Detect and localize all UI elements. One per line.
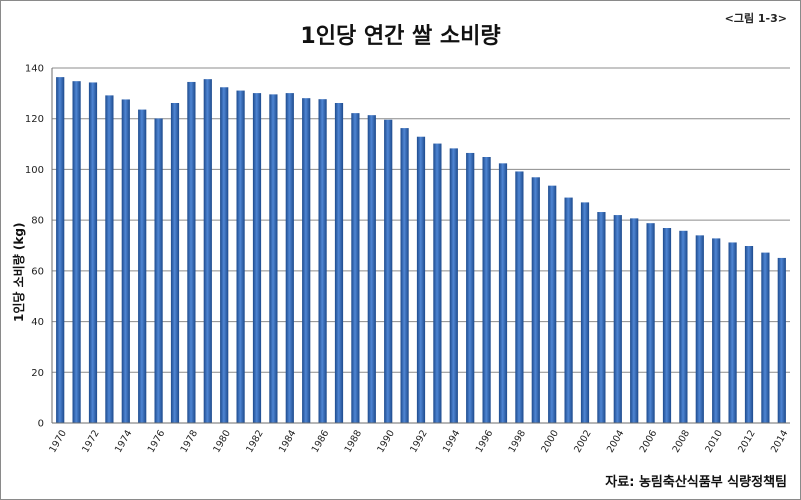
y-tick-label: 100 xyxy=(25,165,44,176)
bar xyxy=(121,99,130,423)
bar xyxy=(351,113,360,423)
y-tick-label: 120 xyxy=(25,114,44,125)
bar xyxy=(334,102,344,423)
bar xyxy=(466,152,475,424)
x-tick-label: 2000 xyxy=(539,428,561,454)
x-tick-label: 1998 xyxy=(507,428,529,454)
bar xyxy=(269,94,278,423)
bar xyxy=(302,98,311,424)
bar xyxy=(187,81,196,424)
bar xyxy=(564,197,573,423)
bar xyxy=(482,157,491,423)
bar xyxy=(72,81,81,423)
y-tick-label: 140 xyxy=(25,64,44,75)
x-tick-label: 1972 xyxy=(80,428,102,454)
bars xyxy=(56,77,786,424)
bar xyxy=(138,109,147,423)
y-tick-labels: 0 20 40 60 80 100 120 140 xyxy=(25,64,44,430)
bar xyxy=(252,93,262,423)
bar xyxy=(761,252,770,423)
bar xyxy=(613,215,622,423)
x-tick-label: 1974 xyxy=(113,428,135,454)
x-tick-label: 1976 xyxy=(146,428,168,454)
source-note: 자료: 농림축산식품부 식량정책팀 xyxy=(605,475,787,490)
chart-title: 1인당 연간 쌀 소비량 xyxy=(300,24,501,49)
bar xyxy=(220,87,229,424)
figure-label: <그림 1-3> xyxy=(724,12,787,25)
x-tick-label: 2008 xyxy=(671,428,693,454)
y-tick-label: 60 xyxy=(31,266,44,277)
bar xyxy=(105,95,114,423)
x-tick-label: 1990 xyxy=(375,428,397,454)
x-tick-label: 2006 xyxy=(638,428,660,454)
bar xyxy=(367,115,376,424)
bar xyxy=(580,202,590,423)
x-tick-label: 1978 xyxy=(179,428,201,454)
x-tick-label: 1984 xyxy=(277,428,299,454)
bar xyxy=(777,257,786,423)
bar xyxy=(203,79,212,424)
x-tick-label: 1994 xyxy=(441,428,463,454)
bar xyxy=(515,171,524,423)
bar xyxy=(400,128,409,423)
bar xyxy=(170,102,180,423)
bar xyxy=(88,82,98,423)
x-tick-label: 1992 xyxy=(408,428,430,454)
bar xyxy=(154,118,163,423)
bar xyxy=(695,235,704,423)
bar xyxy=(318,99,327,424)
bar xyxy=(646,223,655,423)
x-tick-label: 2010 xyxy=(703,428,725,454)
y-tick-label: 20 xyxy=(31,368,44,379)
y-tick-label: 40 xyxy=(31,317,44,328)
bar xyxy=(531,177,540,423)
bar xyxy=(236,90,245,423)
bar xyxy=(548,185,557,423)
bar xyxy=(728,242,737,423)
bar xyxy=(630,218,639,423)
bar xyxy=(433,143,442,424)
bar xyxy=(712,238,721,423)
axes xyxy=(51,68,790,424)
x-tick-label: 2004 xyxy=(605,428,627,454)
x-tick-label: 2014 xyxy=(769,428,791,454)
bar xyxy=(285,93,294,423)
bar xyxy=(384,119,393,423)
bar xyxy=(662,228,672,423)
bar xyxy=(679,230,688,423)
bar xyxy=(449,148,458,423)
x-tick-label: 1970 xyxy=(47,428,69,454)
bar xyxy=(744,246,754,423)
x-tick-labels: 1970 1972 1974 1976 1978 1980 1982 1984 1986 1988… xyxy=(47,428,790,454)
bar xyxy=(416,136,426,424)
x-tick-label: 1986 xyxy=(310,428,332,454)
y-tick-label: 0 xyxy=(38,419,44,430)
bar xyxy=(597,212,606,423)
x-tick-label: 1982 xyxy=(244,428,266,454)
x-tick-label: 2002 xyxy=(572,428,594,454)
x-tick-label: 1996 xyxy=(474,428,496,454)
bar xyxy=(498,163,508,424)
x-tick-label: 1988 xyxy=(343,428,365,454)
x-tick-label: 1980 xyxy=(211,428,233,454)
x-tick-label: 2012 xyxy=(736,428,758,454)
bar xyxy=(56,77,65,423)
y-tick-label: 80 xyxy=(31,216,44,227)
